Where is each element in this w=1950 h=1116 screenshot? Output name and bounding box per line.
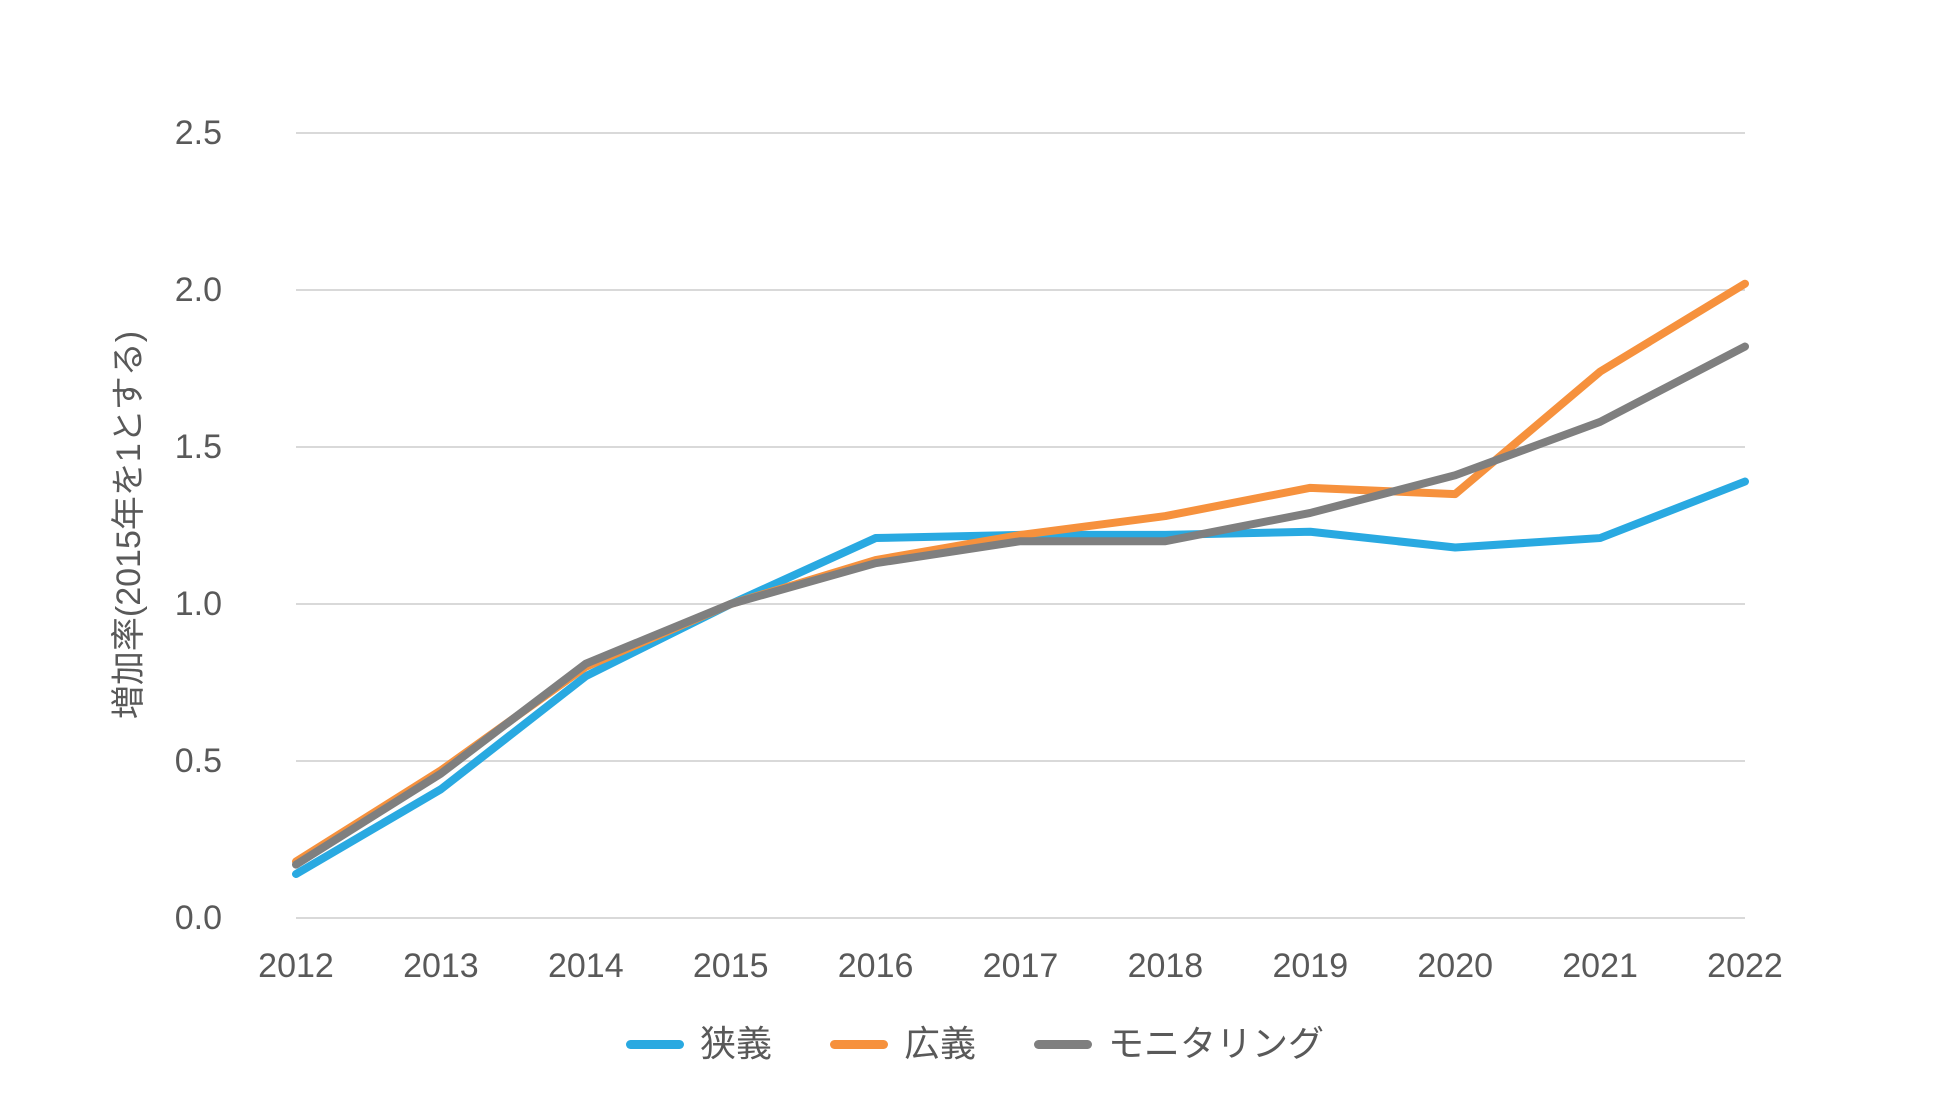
x-tick-label: 2014 bbox=[548, 947, 624, 985]
legend-swatch-icon bbox=[829, 1039, 888, 1049]
legend-item-モニタリング: モニタリング bbox=[1034, 1022, 1324, 1066]
x-axis-tick-labels: 2012 2013 2014 2015 2016 2017 2018 2019 2020 2021… bbox=[258, 947, 1783, 985]
y-tick-label: 2.5 bbox=[175, 114, 222, 152]
legend-label: モニタリング bbox=[1108, 1023, 1325, 1064]
y-tick-label: 2.0 bbox=[175, 271, 222, 309]
data-series-lines bbox=[292, 279, 1749, 879]
x-tick-label: 2022 bbox=[1707, 947, 1783, 985]
x-tick-label: 2012 bbox=[258, 947, 334, 985]
y-tick-label: 0.0 bbox=[175, 899, 222, 937]
x-tick-label: 2021 bbox=[1562, 947, 1638, 985]
x-tick-label: 2016 bbox=[838, 947, 914, 985]
legend-item-狭義: 狭義 bbox=[625, 1022, 772, 1066]
y-axis-title: 増加率(2015年を1とする) bbox=[110, 331, 148, 719]
legend-item-広義: 広義 bbox=[829, 1022, 976, 1066]
y-tick-label: 1.0 bbox=[175, 585, 222, 623]
x-tick-label: 2018 bbox=[1128, 947, 1204, 985]
legend: 狭義 広義 モニタリング bbox=[0, 1022, 1950, 1066]
gridlines bbox=[296, 132, 1745, 919]
x-tick-label: 2015 bbox=[693, 947, 769, 985]
legend-swatch-icon bbox=[1034, 1039, 1092, 1049]
legend-label: 狭義 bbox=[699, 1023, 772, 1064]
legend-label: 広義 bbox=[903, 1023, 976, 1064]
series-line-モニタリング bbox=[292, 342, 1749, 869]
y-tick-label: 1.5 bbox=[175, 428, 222, 466]
x-tick-label: 2020 bbox=[1417, 947, 1493, 985]
legend-swatch-icon bbox=[625, 1039, 684, 1049]
x-tick-label: 2019 bbox=[1272, 947, 1348, 985]
y-axis-tick-labels: 0.0 0.5 1.0 1.5 2.0 2.5 bbox=[175, 114, 222, 937]
x-tick-label: 2013 bbox=[403, 947, 479, 985]
y-tick-label: 0.5 bbox=[175, 742, 222, 780]
x-tick-label: 2017 bbox=[983, 947, 1059, 985]
series-line-広義 bbox=[292, 279, 1749, 866]
